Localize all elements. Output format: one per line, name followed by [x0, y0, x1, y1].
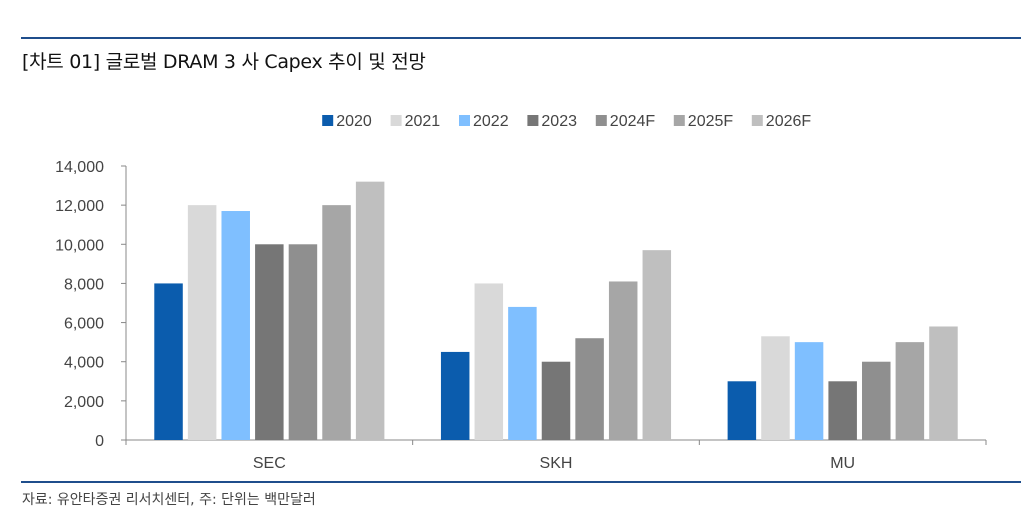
bar-sec-2022 — [221, 211, 250, 440]
chart-title: [차트 01] 글로벌 DRAM 3 사 Capex 추이 및 전망 — [22, 51, 426, 73]
y-tick-label: 0 — [95, 433, 104, 450]
y-tick-label: 14,000 — [55, 159, 104, 176]
bar-sec-2021 — [187, 205, 217, 440]
bar-mu-2024f — [862, 361, 891, 440]
x-category-label: MU — [830, 455, 855, 472]
legend-swatch — [527, 115, 539, 126]
bar-sec-2026f — [355, 181, 385, 440]
bar-skh-2022 — [508, 306, 537, 440]
legend-swatch — [390, 115, 402, 126]
legend-label: 2025F — [688, 113, 734, 130]
top-rule — [21, 37, 1021, 39]
legend-label: 2024F — [610, 113, 656, 130]
bar-skh-2026f — [642, 250, 672, 440]
bar-sec-2025f — [322, 205, 351, 440]
x-category-label: SEC — [253, 455, 286, 472]
bar-skh-2024f — [575, 338, 604, 440]
bar-skh-2025f — [608, 281, 638, 440]
bar-sec-2024f — [288, 244, 318, 440]
x-category-label: SKH — [540, 455, 573, 472]
legend-label: 2021 — [405, 113, 441, 130]
y-tick-label: 4,000 — [64, 355, 104, 372]
legend-label: 2022 — [473, 113, 509, 130]
y-tick-label: 10,000 — [55, 237, 104, 254]
legend-label: 2020 — [336, 113, 372, 130]
bar-mu-2022 — [794, 342, 824, 440]
legend-swatch — [751, 115, 763, 126]
bar-sec-2020 — [154, 283, 183, 440]
bottom-rule — [21, 481, 1021, 483]
y-tick-label: 12,000 — [55, 198, 104, 215]
bar-sec-2023 — [255, 244, 284, 440]
bar-mu-2023 — [828, 381, 857, 440]
legend-label: 2023 — [541, 113, 577, 130]
legend-swatch — [673, 115, 685, 126]
legend-swatch — [322, 115, 334, 126]
bar-skh-2023 — [541, 361, 571, 440]
legend-swatch — [459, 115, 470, 126]
bar-mu-2020 — [727, 381, 757, 440]
y-tick-label: 8,000 — [64, 276, 104, 293]
bar-skh-2020 — [440, 351, 470, 440]
source-note: 자료: 유안타증권 리서치센터, 주: 단위는 백만달러 — [22, 492, 316, 508]
bar-skh-2021 — [474, 283, 504, 440]
bar-mu-2025f — [895, 342, 925, 440]
y-tick-label: 6,000 — [64, 316, 104, 333]
legend-label: 2026F — [766, 113, 812, 130]
bar-mu-2026f — [929, 326, 958, 440]
bar-mu-2021 — [761, 336, 790, 440]
legend-swatch — [595, 115, 607, 126]
y-tick-label: 2,000 — [64, 394, 104, 411]
